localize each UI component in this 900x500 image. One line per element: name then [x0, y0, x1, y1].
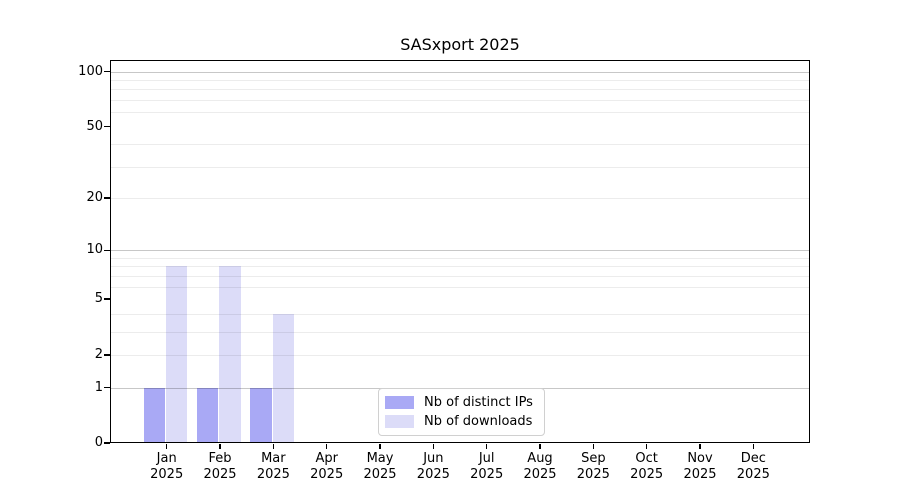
bar-feb-distinct-ips: [196, 387, 219, 443]
bar-jan-downloads: [165, 266, 188, 443]
legend-swatch-distinct-ips: [385, 396, 414, 409]
y-axis-tick: [104, 298, 110, 300]
bar-mar-downloads: [272, 313, 295, 443]
x-tick-label: Apr 2025: [310, 451, 344, 482]
gridline-minor: [110, 99, 810, 101]
bar-feb-downloads: [219, 266, 241, 443]
legend-entry-distinct-ips: Nb of distinct IPs: [385, 395, 538, 410]
gridline-major: [110, 250, 810, 252]
gridline-minor: [110, 144, 810, 146]
y-tick-label: 5: [94, 291, 103, 307]
y-axis-tick: [104, 197, 110, 199]
y-tick-label: 10: [86, 242, 103, 258]
gridline-minor: [110, 198, 810, 200]
legend-label-distinct-ips: Nb of distinct IPs: [424, 395, 533, 410]
x-tick-label: Jul 2025: [470, 451, 504, 482]
y-axis-tick: [104, 442, 110, 444]
x-axis-tick: [752, 444, 755, 449]
x-axis-tick: [592, 444, 595, 449]
gridline-minor: [110, 286, 810, 288]
chart-title: SASxport 2025: [400, 35, 520, 54]
x-axis-tick: [219, 444, 221, 449]
y-axis-tick: [104, 70, 110, 73]
x-tick-label: Sep 2025: [576, 451, 610, 482]
y-axis-tick: [104, 249, 110, 251]
x-axis-tick: [539, 444, 541, 449]
gridline-minor: [110, 166, 810, 168]
gridline-minor: [110, 313, 810, 315]
y-axis-tick: [104, 125, 110, 128]
gridline-major: [110, 71, 810, 73]
x-axis-tick: [379, 444, 381, 449]
x-axis-tick: [272, 444, 275, 449]
y-tick-label: 50: [86, 118, 103, 134]
bar-jan-distinct-ips: [143, 387, 166, 443]
gridline-minor: [110, 331, 810, 333]
gridline-minor: [110, 79, 810, 81]
bar-mar-distinct-ips: [250, 387, 272, 443]
legend-swatch-downloads: [385, 415, 414, 428]
y-tick-label: 100: [78, 63, 103, 79]
legend: Nb of distinct IPs Nb of downloads: [378, 388, 545, 436]
gridline-minor: [110, 257, 810, 259]
x-tick-label: Jan 2025: [150, 451, 184, 482]
y-tick-label: 2: [94, 346, 103, 362]
y-tick-label: 20: [86, 190, 103, 206]
legend-label-downloads: Nb of downloads: [424, 414, 533, 429]
gridline-minor: [110, 112, 810, 114]
x-tick-label: Mar 2025: [256, 451, 290, 482]
x-tick-label: Feb 2025: [203, 451, 237, 482]
gridline-minor: [110, 275, 810, 277]
x-tick-label: Nov 2025: [683, 451, 717, 482]
gridline-minor: [110, 89, 810, 91]
plot-area-border: [110, 60, 810, 443]
x-axis-tick: [645, 444, 648, 449]
y-axis-tick: [104, 354, 110, 356]
x-axis-tick: [325, 444, 328, 449]
x-axis-tick: [485, 444, 488, 449]
x-tick-label: May 2025: [363, 451, 397, 482]
x-axis-tick: [699, 444, 701, 449]
x-tick-label: Aug 2025: [523, 451, 557, 482]
legend-entry-downloads: Nb of downloads: [385, 414, 538, 429]
y-tick-label: 1: [94, 379, 103, 395]
y-tick-label: 0: [94, 435, 103, 450]
gridline-minor: [110, 266, 810, 268]
x-tick-label: Jun 2025: [416, 451, 450, 482]
x-axis-tick: [432, 444, 435, 449]
x-tick-label: Oct 2025: [630, 451, 664, 482]
gridline-minor: [110, 354, 810, 356]
x-axis-tick: [166, 444, 168, 449]
y-axis-tick: [104, 386, 110, 389]
x-tick-label: Dec 2025: [736, 451, 770, 482]
